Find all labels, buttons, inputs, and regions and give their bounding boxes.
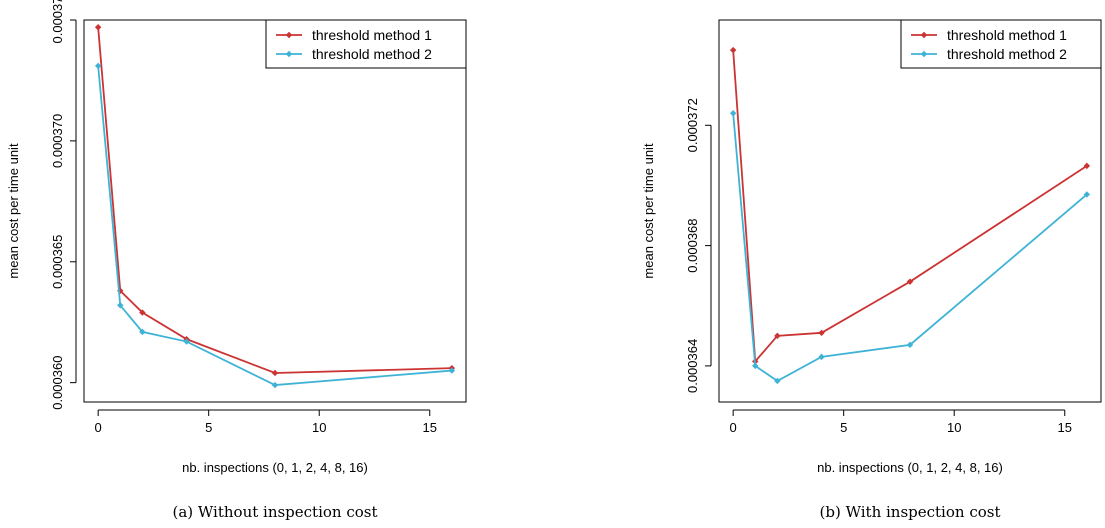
legend-box: [265, 19, 467, 69]
y-tick-label: 0.000368: [685, 218, 700, 272]
series-1-point: [139, 309, 146, 316]
x-tick-label: 5: [840, 420, 847, 435]
legend-label-2: threshold method 2: [312, 46, 432, 62]
chart-a-svg: 0 5 10 15 0.000360 0.000365 0.000370 0.00037 nb.…: [6, 0, 467, 521]
x-tick-label: 0: [730, 420, 737, 435]
legend-marker-1: [285, 31, 293, 39]
x-tick-label: 5: [205, 420, 212, 435]
series-line-2: [97, 65, 452, 386]
series-2-point: [94, 62, 102, 70]
x-tick-label: 15: [1058, 420, 1072, 435]
y-tick-label: 0.000364: [685, 339, 700, 393]
chart-panel-b: 0 5 10 15 0.000364 0.000368 0.000372 nb. inspec…: [553, 0, 1105, 528]
series-1-point: [1083, 162, 1091, 170]
legend-marker-2: [920, 50, 928, 58]
series-2-point: [818, 353, 825, 361]
legend-label-1: threshold method 1: [947, 27, 1067, 43]
y-tick-label: 0.00037: [50, 0, 65, 44]
legend-marker-1: [920, 31, 928, 39]
series-2-point: [139, 328, 146, 336]
y-tick-label: 0.000365: [50, 235, 65, 289]
plot-frame: [83, 19, 467, 403]
legend-marker-2: [285, 50, 293, 58]
series-2-point: [752, 362, 759, 370]
series-1-point: [729, 46, 737, 54]
y-tick-label: 0.000372: [685, 98, 700, 152]
chart-panel-a: 0 5 10 15 0.000360 0.000365 0.000370 0.00037 nb.…: [0, 0, 552, 528]
y-axis-title: mean cost per time unit: [641, 143, 656, 279]
series-2-point: [1083, 191, 1091, 198]
series-1-point: [94, 24, 102, 31]
x-tick-label: 0: [95, 420, 102, 435]
legend-label-1: threshold method 1: [312, 27, 432, 43]
legend: threshold method 1 threshold method 2: [900, 19, 1102, 69]
series-line-1: [97, 27, 452, 374]
series-1-point: [906, 278, 914, 285]
chart-b-svg: 0 5 10 15 0.000364 0.000368 0.000372 nb. inspec…: [641, 19, 1102, 521]
legend-label-2: threshold method 2: [947, 46, 1067, 62]
series-line-1: [732, 50, 1088, 364]
series-2-point: [271, 381, 279, 389]
series-2-point: [183, 338, 190, 345]
figure-caption: (a) Without inspection cost: [172, 503, 377, 521]
x-tick-label: 10: [947, 420, 961, 435]
y-tick-label: 0.000370: [50, 114, 65, 168]
x-tick-label: 15: [423, 420, 437, 435]
x-axis-title: nb. inspections (0, 1, 2, 4, 8, 16): [182, 460, 368, 475]
series-2-point: [906, 341, 914, 349]
y-tick-label: 0.000360: [50, 356, 65, 410]
figure-caption: (b) With inspection cost: [820, 503, 1001, 521]
x-axis-title: nb. inspections (0, 1, 2, 4, 8, 16): [817, 460, 1003, 475]
series-2-point: [729, 110, 737, 117]
series-line-2: [732, 113, 1088, 382]
series-1-point: [271, 369, 279, 377]
x-tick-label: 10: [312, 420, 326, 435]
series-2-point: [117, 302, 124, 309]
legend: threshold method 1 threshold method 2: [265, 19, 467, 69]
series-2-point: [448, 367, 456, 374]
series-1-point: [818, 329, 825, 337]
legend-box: [900, 19, 1102, 69]
y-axis-title: mean cost per time unit: [6, 143, 21, 279]
